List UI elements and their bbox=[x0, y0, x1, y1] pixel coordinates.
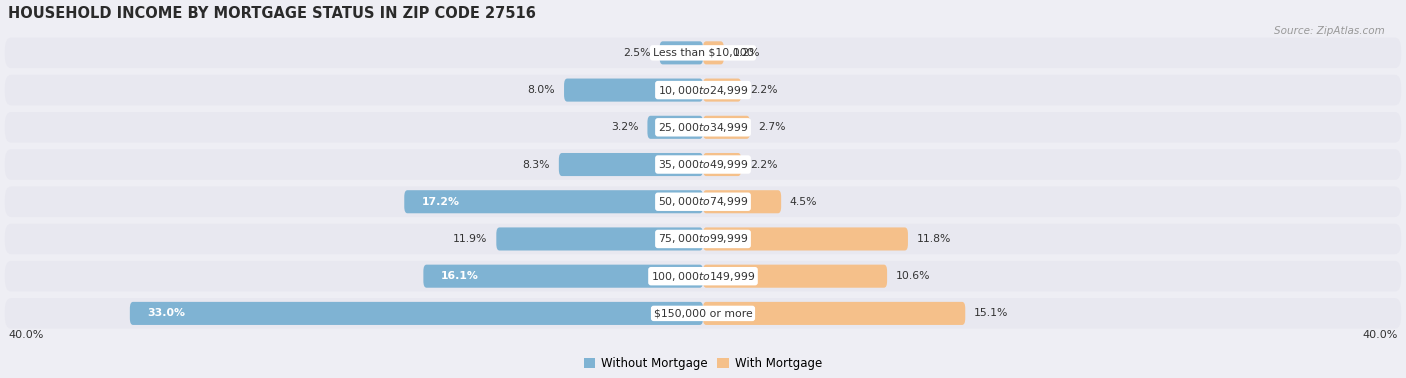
Text: 40.0%: 40.0% bbox=[1362, 330, 1398, 340]
Text: $25,000 to $34,999: $25,000 to $34,999 bbox=[658, 121, 748, 134]
FancyBboxPatch shape bbox=[4, 224, 1402, 254]
Text: 16.1%: 16.1% bbox=[440, 271, 478, 281]
Text: $50,000 to $74,999: $50,000 to $74,999 bbox=[658, 195, 748, 208]
Text: 1.2%: 1.2% bbox=[733, 48, 761, 58]
FancyBboxPatch shape bbox=[405, 190, 703, 213]
Legend: Without Mortgage, With Mortgage: Without Mortgage, With Mortgage bbox=[579, 353, 827, 375]
Text: 2.2%: 2.2% bbox=[749, 85, 778, 95]
Text: $75,000 to $99,999: $75,000 to $99,999 bbox=[658, 232, 748, 245]
Text: $150,000 or more: $150,000 or more bbox=[654, 308, 752, 318]
Text: Less than $10,000: Less than $10,000 bbox=[652, 48, 754, 58]
Text: 33.0%: 33.0% bbox=[148, 308, 186, 318]
Text: 8.3%: 8.3% bbox=[523, 160, 550, 169]
FancyBboxPatch shape bbox=[703, 41, 724, 64]
FancyBboxPatch shape bbox=[4, 75, 1402, 105]
FancyBboxPatch shape bbox=[4, 261, 1402, 291]
Text: $100,000 to $149,999: $100,000 to $149,999 bbox=[651, 270, 755, 283]
FancyBboxPatch shape bbox=[4, 112, 1402, 143]
Text: $10,000 to $24,999: $10,000 to $24,999 bbox=[658, 84, 748, 97]
FancyBboxPatch shape bbox=[423, 265, 703, 288]
Text: 3.2%: 3.2% bbox=[612, 122, 638, 132]
FancyBboxPatch shape bbox=[4, 149, 1402, 180]
Text: 40.0%: 40.0% bbox=[8, 330, 44, 340]
Text: 11.8%: 11.8% bbox=[917, 234, 950, 244]
FancyBboxPatch shape bbox=[558, 153, 703, 176]
FancyBboxPatch shape bbox=[703, 79, 741, 102]
Text: Source: ZipAtlas.com: Source: ZipAtlas.com bbox=[1274, 26, 1385, 36]
Text: HOUSEHOLD INCOME BY MORTGAGE STATUS IN ZIP CODE 27516: HOUSEHOLD INCOME BY MORTGAGE STATUS IN Z… bbox=[8, 6, 536, 20]
Text: 10.6%: 10.6% bbox=[896, 271, 931, 281]
FancyBboxPatch shape bbox=[659, 41, 703, 64]
Text: 8.0%: 8.0% bbox=[527, 85, 555, 95]
Text: $35,000 to $49,999: $35,000 to $49,999 bbox=[658, 158, 748, 171]
Text: 2.2%: 2.2% bbox=[749, 160, 778, 169]
Text: 2.7%: 2.7% bbox=[759, 122, 786, 132]
Text: 17.2%: 17.2% bbox=[422, 197, 460, 207]
FancyBboxPatch shape bbox=[4, 186, 1402, 217]
FancyBboxPatch shape bbox=[4, 298, 1402, 328]
FancyBboxPatch shape bbox=[703, 302, 966, 325]
FancyBboxPatch shape bbox=[129, 302, 703, 325]
FancyBboxPatch shape bbox=[703, 190, 782, 213]
Text: 2.5%: 2.5% bbox=[623, 48, 651, 58]
FancyBboxPatch shape bbox=[703, 116, 749, 139]
FancyBboxPatch shape bbox=[647, 116, 703, 139]
Text: 11.9%: 11.9% bbox=[453, 234, 488, 244]
FancyBboxPatch shape bbox=[703, 153, 741, 176]
FancyBboxPatch shape bbox=[564, 79, 703, 102]
FancyBboxPatch shape bbox=[703, 265, 887, 288]
Text: 15.1%: 15.1% bbox=[974, 308, 1008, 318]
Text: 4.5%: 4.5% bbox=[790, 197, 817, 207]
FancyBboxPatch shape bbox=[496, 228, 703, 251]
FancyBboxPatch shape bbox=[4, 37, 1402, 68]
FancyBboxPatch shape bbox=[703, 228, 908, 251]
